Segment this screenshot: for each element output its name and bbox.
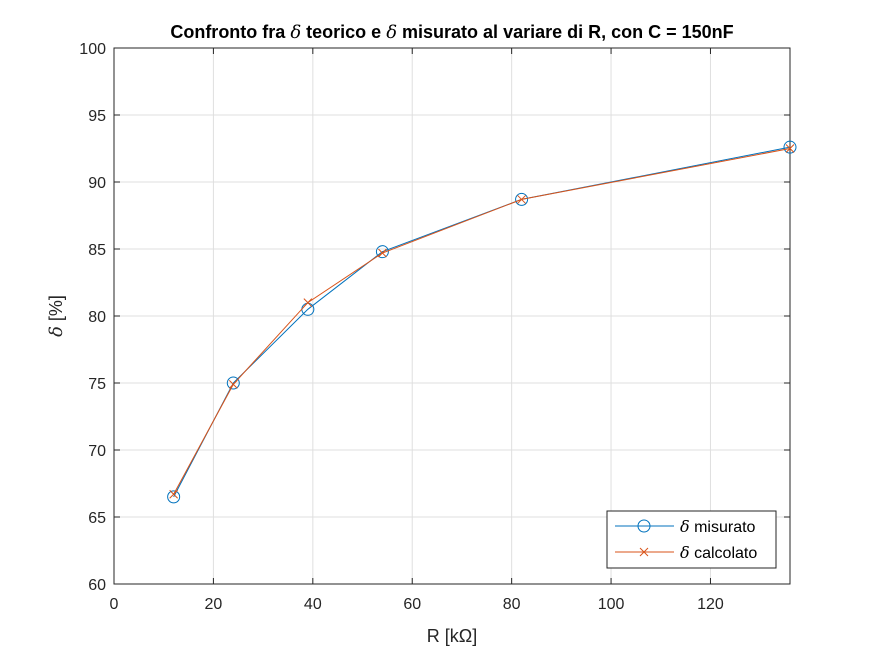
legend-item-calcolato: δ calcolato — [615, 543, 757, 562]
x-tick-label: 0 — [110, 596, 119, 613]
legend-name: misurato — [690, 519, 756, 536]
y-axis-label: δ [%] — [46, 295, 67, 337]
title-delta-symbol: δ — [290, 22, 301, 43]
data-point-x — [785, 144, 795, 153]
y-tick-label: 80 — [88, 309, 106, 326]
legend-item-misurato: δ misurato — [615, 517, 756, 536]
data-point-circle — [783, 140, 797, 154]
legend: δ misurato δ calcolato — [606, 510, 777, 569]
data-point-x — [378, 248, 387, 258]
x-axis-label: R [kΩ] — [427, 626, 477, 646]
legend-delta-symbol: δ — [680, 543, 690, 562]
y-tick-label: 60 — [88, 577, 106, 594]
legend-delta-symbol: δ — [680, 517, 690, 536]
data-point-circle — [375, 245, 389, 259]
y-tick-label: 75 — [88, 376, 106, 393]
y-tick-label: 95 — [88, 108, 106, 125]
y-tick-label: 90 — [88, 175, 106, 192]
data-point-circle — [515, 192, 529, 206]
y-tick-label: 65 — [88, 510, 106, 527]
data-point-x — [517, 195, 526, 204]
series-calcolato — [169, 144, 795, 499]
ylabel-delta-symbol: δ — [46, 326, 67, 337]
series-line — [173, 148, 791, 495]
title-part: misurato al variare di R, con C = 150nF — [397, 22, 734, 42]
x-tick-label: 60 — [403, 596, 421, 613]
y-tick-label: 70 — [88, 443, 106, 460]
data-point-x — [303, 298, 313, 307]
legend-box — [606, 510, 777, 569]
legend-x-marker — [639, 547, 649, 557]
y-tick-label: 100 — [79, 41, 106, 58]
legend-name: calcolato — [690, 545, 758, 562]
data-point-circle — [167, 490, 181, 504]
x-tick-label: 20 — [205, 596, 223, 613]
x-tick-label: 80 — [503, 596, 521, 613]
data-point-x — [169, 489, 179, 499]
ylabel-unit: [%] — [46, 295, 66, 326]
title-part: Confronto fra — [170, 22, 290, 42]
x-tick-label: 40 — [304, 596, 322, 613]
data-point-circle — [226, 376, 240, 390]
legend-label-misurato: δ misurato — [680, 517, 756, 536]
y-tick-label: 85 — [88, 242, 106, 259]
chart-title: Confronto fra δ teorico e δ misurato al … — [170, 22, 733, 43]
legend-label-calcolato: δ calcolato — [680, 543, 757, 562]
x-tick-label: 120 — [697, 596, 724, 613]
title-part: teorico e — [301, 22, 386, 42]
legend-circle-marker — [637, 519, 651, 533]
axis-ticks: 0 20 40 60 80 100 120 60 65 70 75 80 85 90 95 100 — [79, 41, 790, 613]
title-delta-symbol: δ — [386, 22, 397, 43]
data-point-x — [228, 379, 238, 389]
series-layer — [167, 140, 797, 504]
x-tick-label: 100 — [598, 596, 625, 613]
